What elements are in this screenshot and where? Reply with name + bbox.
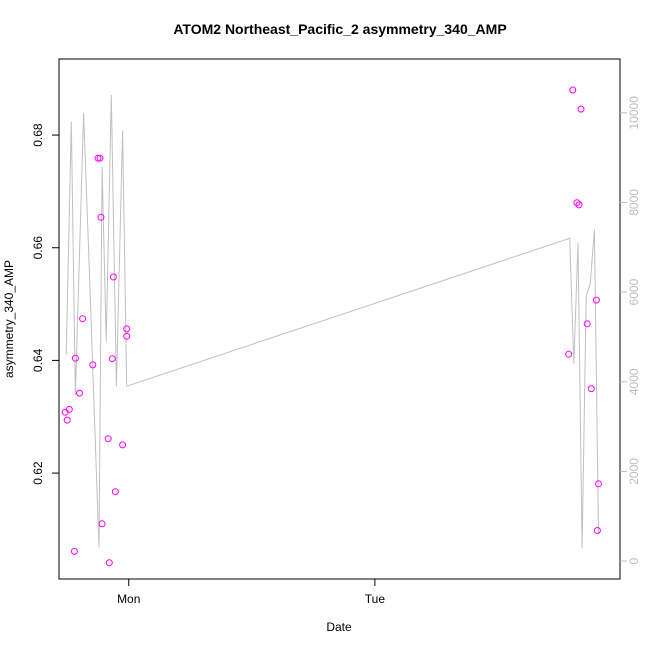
- data-point: [108, 355, 116, 363]
- data-point: [105, 559, 113, 567]
- y-axis-left: 0.62 0.64 0.66 0.68: [31, 123, 59, 485]
- data-point: [76, 389, 83, 397]
- data-point: [593, 527, 601, 534]
- y2-tick-label: 0: [627, 557, 641, 564]
- data-point: [583, 320, 591, 328]
- data-point: [70, 547, 78, 555]
- y2-tick-label: 10000: [627, 96, 641, 130]
- data-point: [575, 201, 583, 209]
- y2-tick-label: 2000: [627, 458, 641, 485]
- data-point: [592, 296, 600, 304]
- y-tick-label: 0.66: [31, 236, 45, 260]
- data-point: [89, 361, 97, 369]
- data-point: [119, 441, 127, 449]
- y-axis-right: 0 2000 4000 6000 8000 10000: [620, 96, 641, 564]
- point-series: [61, 86, 602, 567]
- data-point: [63, 416, 71, 424]
- data-point: [94, 154, 102, 162]
- data-point: [123, 325, 131, 333]
- line-series: [65, 94, 599, 548]
- plot-frame: [58, 58, 621, 580]
- data-point: [98, 520, 106, 528]
- data-point: [577, 105, 585, 113]
- data-point: [104, 435, 112, 443]
- series-line: [65, 94, 599, 548]
- x-tick-label: Tue: [365, 592, 386, 606]
- data-point: [573, 199, 581, 207]
- data-point: [111, 488, 119, 496]
- chart-title: ATOM2 Northeast_Pacific_2 asymmetry_340_…: [173, 21, 506, 37]
- y-tick-label: 0.62: [31, 461, 45, 485]
- data-point: [587, 385, 595, 393]
- data-point: [565, 350, 573, 358]
- x-tick-label: Mon: [117, 592, 140, 606]
- data-point: [79, 315, 87, 323]
- data-point: [96, 154, 104, 162]
- data-point: [65, 405, 73, 413]
- y-axis-label: asymmetry_340_AMP: [2, 260, 16, 378]
- data-point: [71, 354, 79, 362]
- y-tick-label: 0.68: [31, 123, 45, 147]
- data-point: [595, 480, 602, 488]
- data-point: [123, 332, 131, 340]
- y2-tick-label: 4000: [627, 368, 641, 395]
- data-point: [109, 273, 117, 281]
- data-point: [569, 86, 577, 94]
- x-axis: Mon Tue: [117, 578, 386, 606]
- y2-tick-label: 8000: [627, 189, 641, 216]
- y-tick-label: 0.64: [31, 348, 45, 372]
- x-axis-label: Date: [326, 620, 352, 634]
- data-point: [97, 213, 105, 221]
- y2-tick-label: 6000: [627, 278, 641, 305]
